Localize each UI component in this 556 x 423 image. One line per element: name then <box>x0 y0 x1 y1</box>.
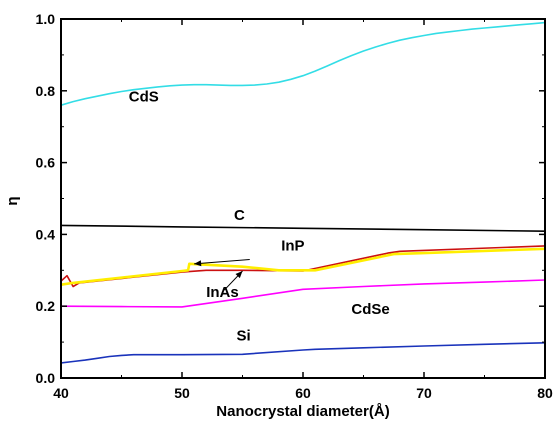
y-tick-label: 0.8 <box>36 83 56 99</box>
y-tick-label: 0.6 <box>36 155 56 171</box>
annotation-arrow-head <box>235 271 243 279</box>
series-line-si <box>60 342 546 364</box>
x-tick-label: 40 <box>53 385 69 401</box>
series-layer <box>60 21 546 364</box>
series-line-cdse <box>60 279 546 308</box>
series-label-si: Si <box>236 327 250 344</box>
x-tick-label: 60 <box>295 385 311 401</box>
annotation-arrow-line <box>194 259 250 265</box>
y-tick-label: 0.0 <box>36 370 56 386</box>
annotation-arrow-head <box>194 260 202 267</box>
y-axis-label: η <box>4 196 21 205</box>
series-label-cds: CdS <box>129 89 159 106</box>
annotation-layer: CdS C InP InAs CdSe Si <box>129 89 390 345</box>
y-tick-label: 0.4 <box>36 226 56 242</box>
series-line-c <box>60 224 546 232</box>
series-line-cds <box>60 21 546 106</box>
series-label-inp: InP <box>281 238 304 255</box>
y-tick-label: 1.0 <box>36 11 56 27</box>
plot-background <box>61 19 545 378</box>
series-line-inp <box>60 247 546 286</box>
x-tick-label: 50 <box>174 385 190 401</box>
series-label-inas: InAs <box>206 284 239 301</box>
series-label-c: C <box>234 207 245 224</box>
x-tick-label: 70 <box>416 385 432 401</box>
y-tick-label: 0.2 <box>36 298 56 314</box>
x-tick-label: 80 <box>537 385 553 401</box>
series-label-cdse: CdSe <box>351 301 389 318</box>
tick-layer: 40 50 60 70 80 0.0 0.2 0.4 0.6 0.8 1.0 <box>36 11 553 401</box>
x-axis-label: Nanocrystal diameter(Å) <box>216 403 389 420</box>
